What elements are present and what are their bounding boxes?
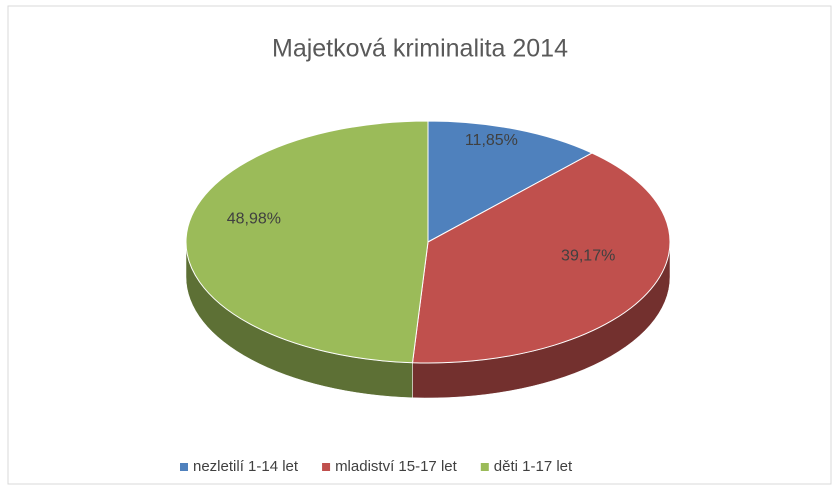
legend-label: nezletilí 1-14 let xyxy=(193,458,299,475)
data-label: 11,85% xyxy=(465,132,518,149)
chart-title: Majetková kriminalita 2014 xyxy=(272,35,568,63)
legend-label: děti 1-17 let xyxy=(494,458,573,475)
data-label: 48,98% xyxy=(227,210,281,227)
pie-slice xyxy=(185,120,429,364)
pie-slice xyxy=(427,120,594,243)
legend-label: mladiství 15-17 let xyxy=(335,458,458,475)
pie-slice xyxy=(411,152,671,364)
legend-swatch xyxy=(480,463,489,471)
legend-swatch xyxy=(180,463,188,471)
data-label: 39,17% xyxy=(561,247,615,264)
legend-swatch xyxy=(322,463,331,471)
